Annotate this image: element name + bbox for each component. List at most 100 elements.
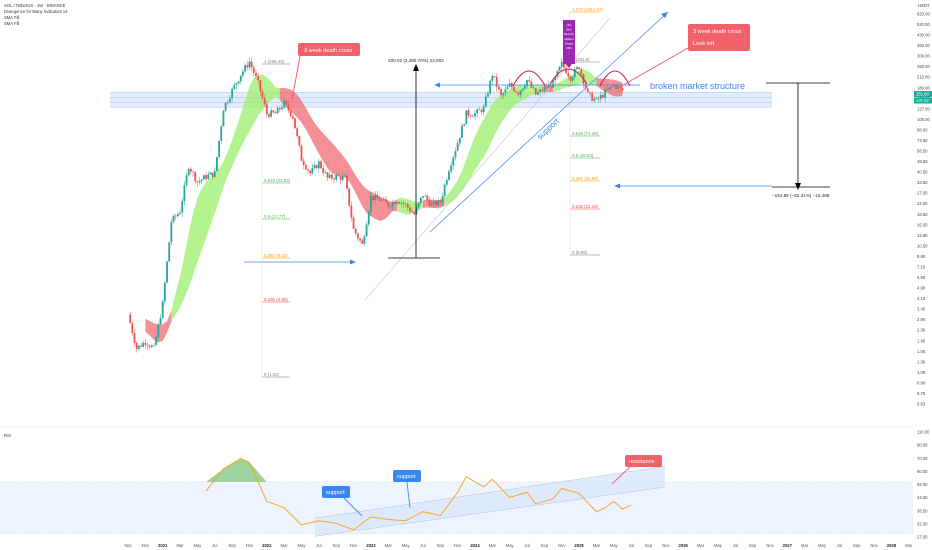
price-axis-tick: 620.00 <box>917 12 930 17</box>
currency-label: USDT <box>918 3 930 8</box>
candle-body <box>402 202 405 204</box>
fib-right-label: 1 (261.6) <box>572 57 590 62</box>
candle-body <box>179 212 181 214</box>
time-axis-tick: Mar <box>385 543 393 548</box>
candle-body <box>467 110 470 116</box>
time-axis-tick: Jul <box>837 543 842 548</box>
rsi-axis-tick: 27.50 <box>917 535 928 540</box>
rsi-axis-tick: 32.50 <box>917 521 928 526</box>
candle-body <box>250 61 253 68</box>
rsi-axis-tick: 60.00 <box>917 469 928 474</box>
candle-body <box>174 215 177 217</box>
candle-body <box>148 345 151 348</box>
rsi-axis-tick: 38.50 <box>917 508 928 513</box>
price-axis-tick: 180.00 <box>917 85 930 90</box>
candle-body <box>576 67 578 70</box>
candle-body <box>242 71 244 76</box>
candle-body <box>216 156 218 171</box>
candle-body <box>244 65 247 72</box>
candle-body <box>168 242 171 262</box>
candle-body <box>413 212 416 215</box>
price-axis-tick: 0.75 <box>917 391 926 396</box>
death-cross-left-pointer <box>291 55 301 101</box>
candle-body <box>610 86 613 88</box>
candle-body <box>452 157 455 166</box>
candle-body <box>526 80 528 87</box>
candle-body <box>324 172 327 174</box>
price-axis-tick: 58.50 <box>917 149 928 154</box>
candle-body <box>172 215 175 222</box>
divergence-box-text: Bearish <box>564 32 574 36</box>
fib-left-label: 0.618 (22.83) <box>264 178 291 183</box>
broken-structure-label: broken market structure <box>650 81 745 91</box>
candle-body <box>406 203 409 208</box>
candle-body <box>378 198 381 201</box>
candle-body <box>419 197 422 203</box>
candle-body <box>341 176 344 180</box>
candle-body <box>374 194 377 200</box>
candle-body <box>387 202 390 207</box>
candles-layer <box>129 57 624 353</box>
price-axis-tick: 3.40 <box>917 307 926 312</box>
rsi-support-2-box <box>393 470 421 482</box>
candle-body <box>207 174 210 179</box>
candle-body <box>235 83 238 86</box>
candle-body <box>220 126 223 141</box>
rsi-resistance-box <box>625 455 662 467</box>
sma-fill-label-2: SMA Fill <box>4 21 20 26</box>
candle-body <box>283 100 286 108</box>
candle-body <box>296 128 299 137</box>
candle-body <box>500 89 502 96</box>
time-axis-tick: Mar <box>176 543 184 548</box>
time-axis-tick: Nov <box>142 543 150 548</box>
candle-body <box>404 203 407 205</box>
candle-body <box>584 83 587 89</box>
fib-left-label: 0 (1.02) <box>264 372 280 377</box>
divergence-box-tail <box>566 64 572 68</box>
candle-body <box>593 98 596 101</box>
candle-body <box>545 87 548 89</box>
price-axis-tick: 210.00 <box>917 75 930 80</box>
candle-body <box>261 91 264 99</box>
divergence-box-text: … <box>568 55 571 59</box>
candle-body <box>448 171 450 180</box>
time-axis-tick: Jul <box>628 543 633 548</box>
support-zone <box>110 92 772 108</box>
candle-body <box>135 342 138 349</box>
candle-body <box>504 89 507 94</box>
candle-body <box>287 104 290 111</box>
time-axis-tick: 2022 <box>262 543 272 548</box>
candle-body <box>417 202 420 208</box>
price-axis-tick: 88.00 <box>917 127 928 132</box>
fib-right-label: 0.618 (71.38) <box>572 131 599 136</box>
candle-body <box>309 170 312 174</box>
candle-body <box>276 107 279 114</box>
candle-body <box>328 174 331 178</box>
rsi-support-2-pointer <box>406 481 411 509</box>
candle-body <box>608 87 611 90</box>
rsi-axis-tick: 44.50 <box>917 495 928 500</box>
candle-body <box>523 86 526 89</box>
candle-body <box>621 87 624 91</box>
time-axis-tick: Sep <box>437 543 445 548</box>
candle-body <box>315 165 318 169</box>
candle-body <box>391 202 394 207</box>
candle-body <box>435 201 437 206</box>
candle-body <box>443 184 446 197</box>
candle-body <box>278 107 281 110</box>
candle-body <box>155 336 158 346</box>
rsi-pane-label: RSI <box>4 433 11 438</box>
divergence-box <box>563 20 575 64</box>
candle-body <box>313 165 316 169</box>
candle-body <box>203 175 205 180</box>
candle-body <box>474 113 476 117</box>
candle-body <box>129 314 132 324</box>
price-axis-tick: 22.50 <box>917 201 928 206</box>
candle-body <box>181 201 184 213</box>
fib-left-label: 0.236 (4.50) <box>264 297 288 302</box>
candle-body <box>294 118 296 129</box>
candle-body <box>528 80 531 82</box>
candle-body <box>233 85 236 89</box>
